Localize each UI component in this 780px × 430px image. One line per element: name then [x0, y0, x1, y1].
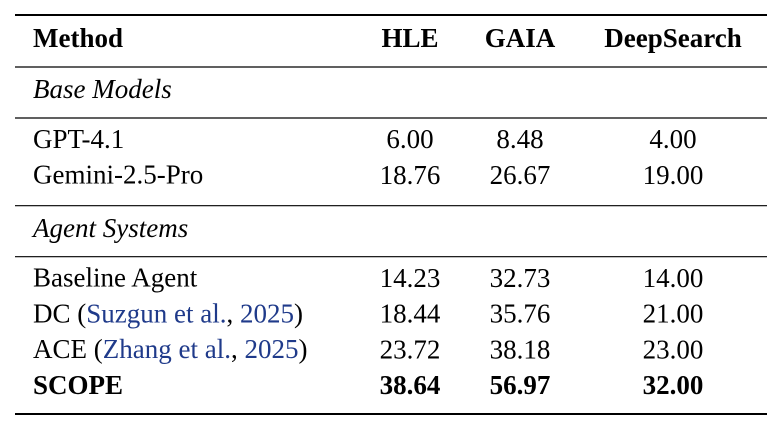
- score-cell: 38.64: [380, 370, 441, 400]
- section-title: Base Models: [33, 74, 172, 104]
- method-text: GPT-4.1: [33, 124, 124, 154]
- method-text: ,: [226, 299, 240, 329]
- score-cell: 32.73: [490, 263, 551, 293]
- method-text: ): [294, 299, 303, 329]
- score-cell: 26.67: [490, 160, 551, 190]
- method-cell: SCOPE: [33, 370, 123, 400]
- score-cell: 23.00: [643, 334, 704, 364]
- method-text: ACE (: [33, 334, 103, 364]
- score-cell: 4.00: [649, 124, 696, 154]
- score-cell: 6.00: [386, 124, 433, 154]
- score-cell: 8.48: [496, 124, 543, 154]
- method-cell: Baseline Agent: [33, 263, 198, 293]
- method-text: Gemini-2.5-Pro: [33, 160, 203, 190]
- method-cell: ACE (Zhang et al., 2025): [33, 334, 307, 364]
- method-text: SCOPE: [33, 370, 123, 400]
- method-cell: Gemini-2.5-Pro: [33, 160, 203, 190]
- section-title: Agent Systems: [31, 213, 188, 243]
- score-cell: 18.44: [380, 299, 441, 329]
- citation-link: 2025: [240, 299, 294, 329]
- column-header: GAIA: [485, 23, 556, 53]
- score-cell: 23.72: [380, 334, 441, 364]
- score-cell: 14.23: [380, 263, 441, 293]
- score-cell: 19.00: [643, 160, 704, 190]
- citation-link: 2025: [244, 334, 298, 364]
- score-cell: 35.76: [490, 299, 551, 329]
- score-cell: 56.97: [490, 370, 551, 400]
- score-cell: 18.76: [380, 160, 441, 190]
- column-header: Method: [33, 23, 123, 53]
- score-cell: 38.18: [490, 334, 551, 364]
- column-header: HLE: [381, 23, 438, 53]
- method-cell: DC (Suzgun et al., 2025): [33, 299, 303, 329]
- column-header: DeepSearch: [604, 23, 741, 53]
- method-text: Baseline Agent: [33, 263, 198, 293]
- method-text: DC (: [33, 299, 86, 329]
- score-cell: 14.00: [643, 263, 704, 293]
- method-cell: GPT-4.1: [33, 124, 124, 154]
- method-text: ): [298, 334, 307, 364]
- citation-link: Zhang et al.: [103, 334, 231, 364]
- score-cell: 32.00: [643, 370, 704, 400]
- score-cell: 21.00: [643, 299, 704, 329]
- citation-link: Suzgun et al.: [86, 299, 226, 329]
- method-text: ,: [231, 334, 245, 364]
